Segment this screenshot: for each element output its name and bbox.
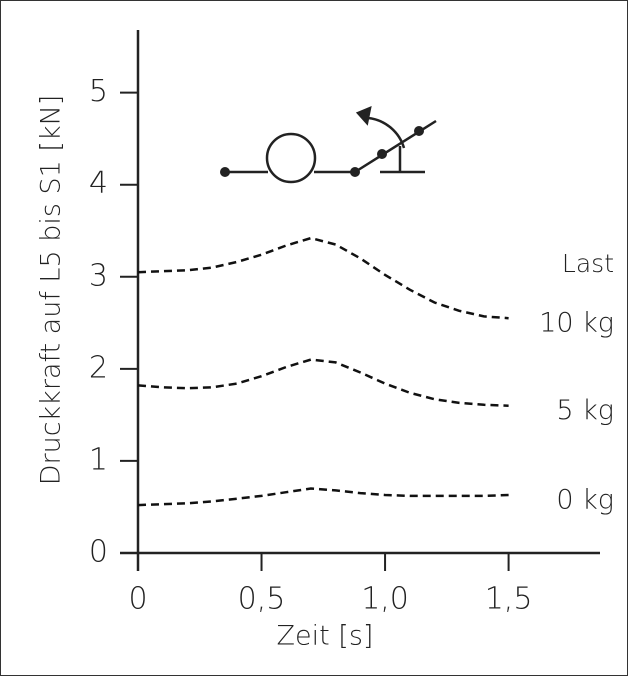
data-line — [137, 358, 509, 407]
series-label: 0 kg — [556, 484, 614, 515]
y-tick-label: 0 — [89, 535, 108, 570]
series-label: 5 kg — [556, 395, 614, 426]
y-tick-label: 3 — [89, 258, 108, 293]
data-line — [137, 236, 509, 320]
series-label: 10 kg — [539, 308, 614, 339]
legend-title: Last — [562, 249, 614, 278]
x-tick-label: 0,5 — [238, 582, 286, 617]
data-line — [137, 487, 509, 507]
x-tick-label: 1,0 — [361, 582, 409, 617]
y-axis-label: Druckkraft auf L5 bis S1 [kN] — [36, 95, 67, 486]
x-axis-label: Zeit [s] — [277, 621, 374, 652]
x-tick-label: 0 — [128, 582, 147, 617]
posture-icon — [220, 105, 437, 184]
y-tick-label: 1 — [89, 442, 108, 477]
y-tick-label: 4 — [89, 166, 108, 201]
y-tick-label: 2 — [89, 350, 108, 385]
y-tick-label: 5 — [89, 74, 108, 109]
x-tick-label: 1,5 — [485, 582, 533, 617]
